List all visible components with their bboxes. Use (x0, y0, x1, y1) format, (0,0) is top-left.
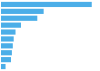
bar (1, 9, 44, 14)
chart-svg (0, 0, 100, 71)
bar (1, 16, 37, 21)
bar (1, 57, 11, 62)
bar (1, 2, 92, 7)
bar (1, 36, 14, 41)
plot-area (1, 2, 92, 69)
bar (1, 50, 12, 55)
bar (1, 23, 21, 28)
chart-container (0, 0, 100, 71)
bar (1, 43, 13, 48)
bar (1, 64, 6, 69)
bar (1, 29, 16, 34)
